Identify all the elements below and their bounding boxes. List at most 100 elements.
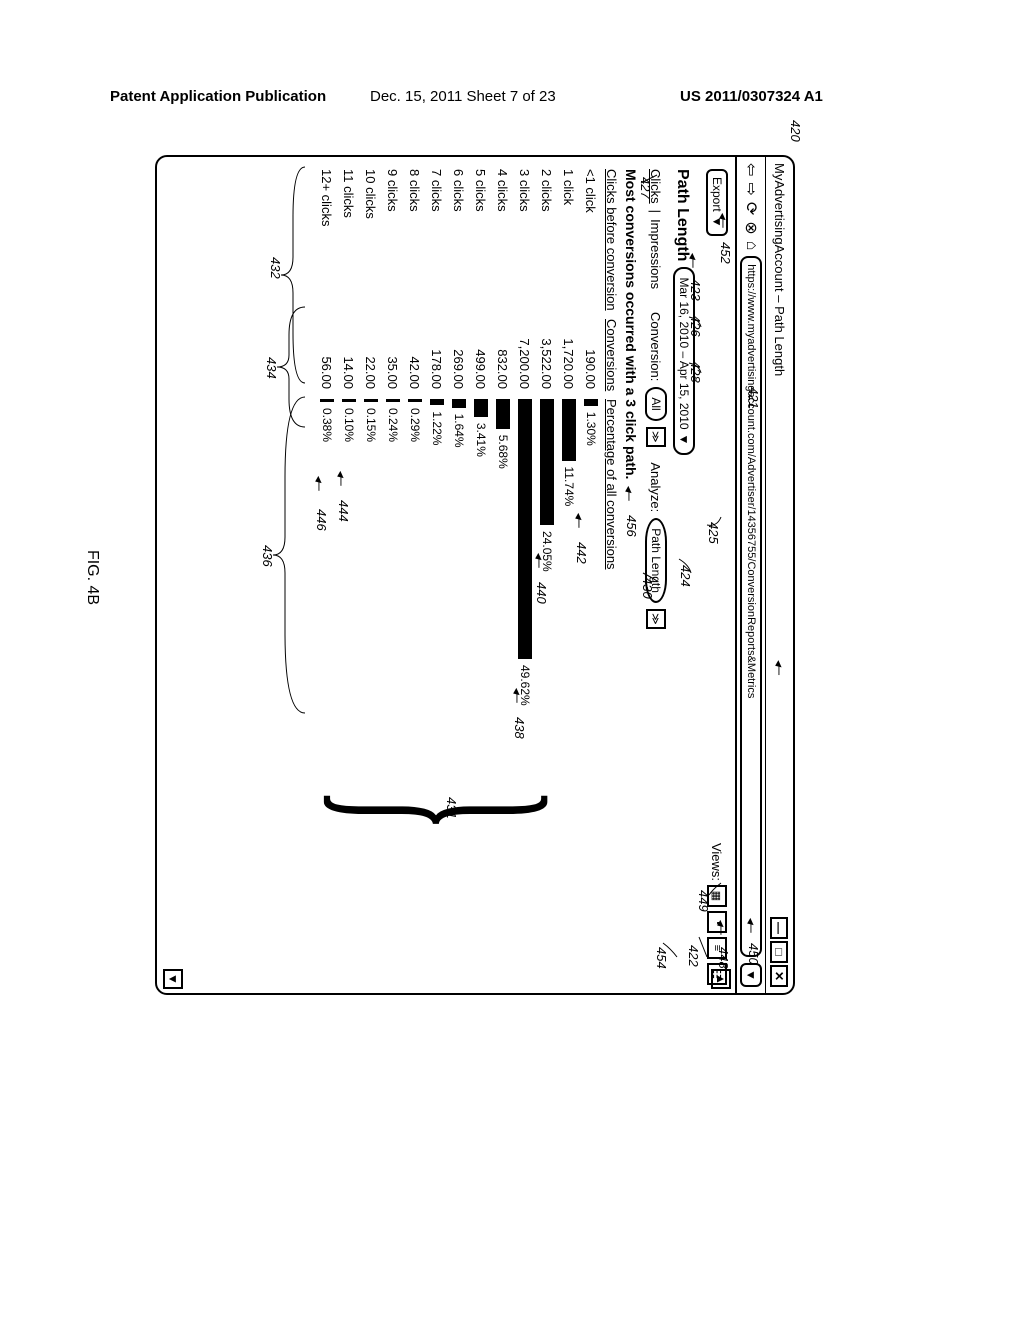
- analyze-chevron[interactable]: ≫: [646, 609, 666, 629]
- tab-impressions[interactable]: Impressions: [649, 219, 664, 289]
- browser-window: MyAdvertisingAccount – Path Length ◂─ — …: [155, 155, 795, 995]
- ref-449: 449: [696, 890, 711, 912]
- url-dropdown[interactable]: ▼: [740, 963, 762, 987]
- table-row: 8 clicks42.000.29%: [404, 169, 426, 985]
- ref-421-arrow: ◂─: [772, 659, 788, 675]
- cell-conversions: 22.00: [364, 319, 379, 399]
- bar: [540, 399, 554, 525]
- ref-426: 426: [688, 315, 703, 337]
- ref-430: 430: [640, 577, 655, 599]
- cell-label: 2 clicks: [540, 169, 555, 319]
- nav-row: ⇦ ⇨ ⟳ ⊗ ⌂ https://www.myadvertisingaccou…: [735, 157, 765, 993]
- titlebar: MyAdvertisingAccount – Path Length ◂─ — …: [765, 157, 793, 993]
- cell-conversions: 178.00: [430, 319, 445, 399]
- bar: [496, 399, 510, 429]
- top-row: Export ▼ Views: ▦ ◔ ≡ ☷: [703, 169, 731, 985]
- cell-conversions: 42.00: [408, 319, 423, 399]
- export-label: Export: [710, 177, 724, 212]
- cell-percentage: 1.64%: [452, 399, 466, 719]
- table-row: 11 clicks14.000.10%: [338, 169, 360, 985]
- content-area: Export ▼ Views: ▦ ◔ ≡ ☷ Path Length: [159, 157, 735, 993]
- cell-label: 9 clicks: [386, 169, 401, 319]
- ref-454: 454: [654, 947, 669, 969]
- pct-label: 0.24%: [386, 408, 400, 442]
- table-body: <1 click190.001.30%1 click1,720.0011.74%…: [316, 169, 602, 985]
- cell-label: 4 clicks: [496, 169, 511, 319]
- divider: |: [649, 210, 664, 213]
- bar: [386, 399, 400, 402]
- stop-icon[interactable]: ⊗: [741, 221, 761, 234]
- ref-448a: ◂─: [713, 919, 729, 935]
- reload-icon[interactable]: ⟳: [741, 202, 761, 215]
- cell-label: 11 clicks: [342, 169, 357, 319]
- window-title: MyAdvertisingAccount – Path Length: [772, 163, 787, 659]
- scroll-up-button[interactable]: ▲: [711, 969, 731, 989]
- ref-452: 452: [718, 242, 733, 264]
- cell-conversions: 269.00: [452, 319, 467, 399]
- page: Patent Application Publication Dec. 15, …: [0, 0, 1024, 1320]
- cell-percentage: 3.41%: [474, 399, 488, 719]
- cell-conversions: 7,200.00: [518, 319, 533, 399]
- ref-456a: ◂─: [621, 485, 637, 501]
- table-row: 9 clicks35.00 0.24%: [382, 169, 404, 985]
- cell-percentage: 0.15%: [364, 399, 378, 719]
- bar: [408, 399, 422, 402]
- table-row: 6 clicks269.001.64%: [448, 169, 470, 985]
- cell-percentage: 49.62%: [518, 399, 532, 719]
- figure-4b: 420 MyAdvertisingAccount – Path Length ◂…: [115, 155, 795, 1000]
- forward-icon[interactable]: ⇨: [741, 182, 761, 195]
- ref-442a: ◂─: [571, 512, 587, 528]
- conversion-dropdown[interactable]: All: [645, 387, 667, 420]
- bar: [584, 399, 598, 406]
- ref-438: 438: [512, 717, 527, 739]
- bar: [342, 399, 356, 402]
- cell-percentage: 1.22%: [430, 399, 444, 719]
- figure-caption: FIG. 4B: [83, 550, 101, 605]
- ref-452a: ◂─: [715, 212, 731, 228]
- ref-420: 420: [788, 120, 803, 142]
- th-conversions: Conversions: [604, 319, 619, 399]
- cell-label: 5 clicks: [474, 169, 489, 319]
- close-button[interactable]: ✕: [771, 965, 789, 987]
- table-row: 1 click1,720.0011.74%: [558, 169, 580, 985]
- back-icon[interactable]: ⇦: [741, 163, 761, 176]
- cell-conversions: 1,720.00: [562, 319, 577, 399]
- url-box[interactable]: https://www.myadvertisingaccount.com/Adv…: [740, 256, 762, 957]
- bar: [474, 399, 488, 417]
- table-row: 7 clicks178.001.22%: [426, 169, 448, 985]
- table-row: 2 clicks3,522.0024.05%: [536, 169, 558, 985]
- pct-label: 5.68%: [496, 435, 510, 469]
- cell-conversions: 3,522.00: [540, 319, 555, 399]
- cell-conversions: 56.00: [320, 319, 335, 399]
- ref-423: 423: [688, 279, 703, 301]
- table-row: 5 clicks499.003.41%: [470, 169, 492, 985]
- bar: [562, 399, 576, 461]
- table-row: 12+ clicks56.000.38%: [316, 169, 338, 985]
- ref-440: 440: [534, 582, 549, 604]
- cell-conversions: 35.00: [386, 319, 401, 399]
- ref-427: 427: [638, 177, 653, 199]
- cell-percentage: 5.68%: [496, 399, 510, 719]
- pct-label: 0.10%: [342, 408, 356, 442]
- cell-percentage: 0.38%: [320, 399, 334, 719]
- ref-446: 446: [314, 509, 329, 531]
- ref-422: 422: [686, 945, 701, 967]
- ref-431: 431: [444, 797, 459, 819]
- pct-label: 0.38%: [320, 408, 334, 442]
- scroll-down-button[interactable]: ▼: [163, 969, 183, 989]
- cell-label: 7 clicks: [430, 169, 445, 319]
- table-row: 3 clicks7,200.0049.62%: [514, 169, 536, 985]
- minimize-button[interactable]: —: [771, 917, 789, 939]
- ref-442: 442: [574, 542, 589, 564]
- bar: [452, 399, 466, 408]
- ref-440a: ◂─: [531, 552, 547, 568]
- pct-label: 3.41%: [474, 423, 488, 457]
- home-icon[interactable]: ⌂: [742, 241, 760, 251]
- ref-444a: ◂─: [333, 470, 349, 486]
- maximize-button[interactable]: □: [771, 941, 789, 963]
- pct-label: 0.29%: [408, 408, 422, 442]
- pub-header-right: US 2011/0307324 A1: [680, 88, 823, 105]
- table-header: Clicks before conversion Conversions Per…: [604, 169, 619, 985]
- analyze-label: Analyze:: [649, 462, 664, 512]
- conv-chevron[interactable]: ≫: [646, 427, 666, 447]
